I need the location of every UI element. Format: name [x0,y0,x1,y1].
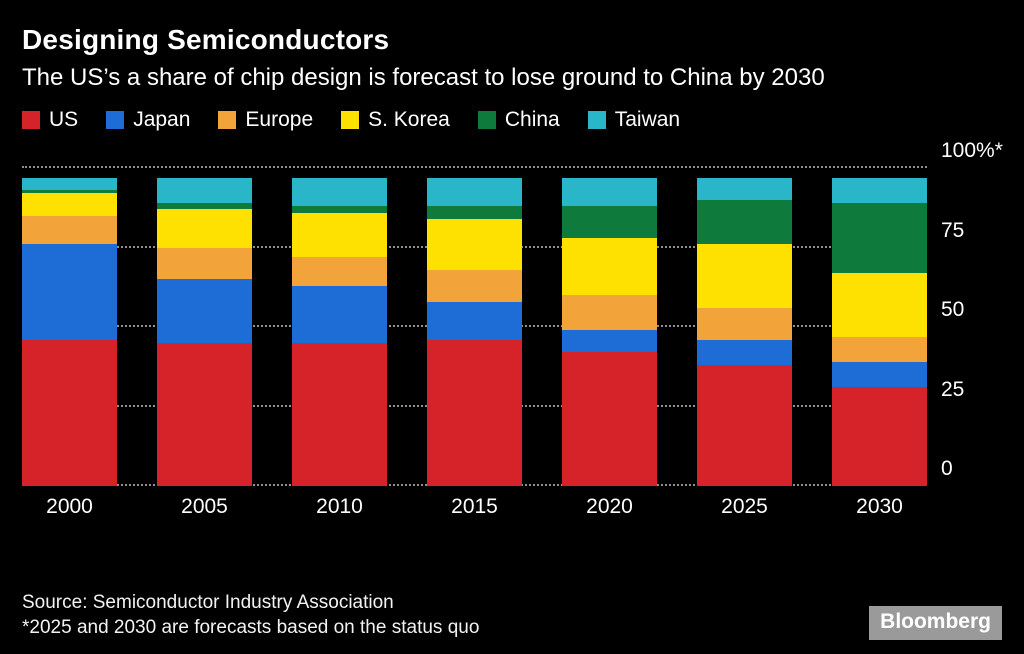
bar-2020 [562,177,657,486]
chart-footer: Source: Semiconductor Industry Associati… [22,590,1002,640]
legend-label: S. Korea [368,108,450,131]
y-tick-label-75: 75 [941,218,965,242]
bar-segment-2000-japan [22,244,117,340]
x-tick-label-2020: 2020 [586,495,633,518]
bar-segment-2020-s-korea [562,237,657,296]
bar-segment-2030-europe [832,336,927,362]
bar-segment-2005-taiwan [157,177,252,203]
y-tick-label-50: 50 [941,298,965,321]
legend-label: US [49,108,79,131]
source-note: Source: Semiconductor Industry Associati… [22,590,479,640]
bar-segment-2015-taiwan [427,177,522,207]
y-tick-label-100: 100%* [941,139,1003,162]
bar-segment-2025-japan [697,339,792,366]
bar-segment-2015-japan [427,301,522,340]
bar-segment-2000-s-korea [22,193,117,216]
bar-2025 [697,177,792,486]
legend-label: Europe [245,108,314,131]
bar-segment-2025-europe [697,307,792,340]
bar-segment-2005-japan [157,279,252,343]
legend-item-us: US [22,108,78,132]
legend-swatch-icon [218,111,237,129]
legend-swatch-icon [106,111,125,129]
x-tick-label-2015: 2015 [451,495,498,518]
bar-segment-2020-europe [562,295,657,331]
legend-item-europe: Europe [218,108,313,132]
x-tick-label-2010: 2010 [316,495,363,518]
bar-segment-2010-taiwan [292,177,387,207]
bar-segment-2030-s-korea [832,272,927,337]
legend-item-taiwan: Taiwan [587,108,681,132]
legend-label: Japan [133,108,191,131]
footnote-line: *2025 and 2030 are forecasts based on th… [22,616,480,638]
bar-2015 [427,177,522,486]
bar-segment-2000-us [22,339,117,486]
bar-segment-2010-europe [292,257,387,286]
x-axis-labels: 2000 2005 2010 2015 2020 2025 2030 [22,495,927,519]
bar-2005 [157,177,252,486]
bar-segment-2015-s-korea [427,218,522,270]
bar-segment-2015-europe [427,269,522,302]
bar-segment-2010-china [292,206,387,213]
bar-segment-2010-japan [292,285,387,343]
source-line: Source: Semiconductor Industry Associati… [22,591,394,613]
legend-swatch-icon [587,111,606,129]
bar-2010 [292,177,387,486]
bars-container [22,168,927,486]
bar-segment-2025-s-korea [697,244,792,308]
bar-2000 [22,177,117,486]
bar-segment-2010-us [292,342,387,486]
bar-segment-2025-us [697,365,792,486]
legend-swatch-icon [22,111,40,129]
legend-swatch-icon [477,111,496,129]
legend-item-s-korea: S. Korea [341,108,450,132]
chart-area: 0 25 50 75 100%* 2000 2005 2010 2015 2020 2025 203… [22,139,1003,519]
legend-item-japan: Japan [106,108,190,132]
bar-segment-2030-japan [832,361,927,388]
bar-2030 [832,177,927,486]
legend-swatch-icon [341,111,360,129]
bar-segment-2005-s-korea [157,209,252,248]
bar-segment-2020-china [562,206,657,238]
y-tick-label-0: 0 [941,457,953,480]
plot-area: 0 25 50 75 100%* [22,139,1003,486]
x-tick-label-2000: 2000 [46,495,93,518]
bar-segment-2015-china [427,206,522,219]
legend-item-china: China [477,108,560,132]
bar-segment-2030-china [832,203,927,273]
gridline-100 [22,166,927,168]
y-tick-label-25: 25 [941,377,965,401]
bar-segment-2030-taiwan [832,177,927,203]
bar-segment-2025-china [697,199,792,245]
chart-subtitle: The US’s a share of chip design is forec… [22,64,825,91]
x-tick-label-2005: 2005 [181,495,228,518]
x-tick-label-2030: 2030 [856,495,903,518]
bar-segment-2005-us [157,342,252,486]
bar-segment-2030-us [832,387,927,486]
bar-segment-2020-us [562,352,657,486]
bar-segment-2000-taiwan [22,177,117,191]
legend-label: China [504,108,560,131]
bar-segment-2025-taiwan [697,177,792,200]
chart-legend: US Japan Europe S. Korea China Taiwan [22,108,1002,132]
bar-segment-2000-europe [22,215,117,245]
bar-segment-2000-china [22,190,117,194]
bar-segment-2020-taiwan [562,177,657,207]
legend-label: Taiwan [614,108,681,131]
chart-title: Designing Semiconductors [22,24,390,55]
bar-segment-2020-japan [562,330,657,353]
bar-segment-2010-s-korea [292,212,387,258]
bar-segment-2005-europe [157,247,252,280]
x-tick-label-2025: 2025 [721,495,768,518]
bar-segment-2005-china [157,203,252,210]
bloomberg-logo: Bloomberg [869,606,1002,640]
bar-segment-2015-us [427,339,522,486]
